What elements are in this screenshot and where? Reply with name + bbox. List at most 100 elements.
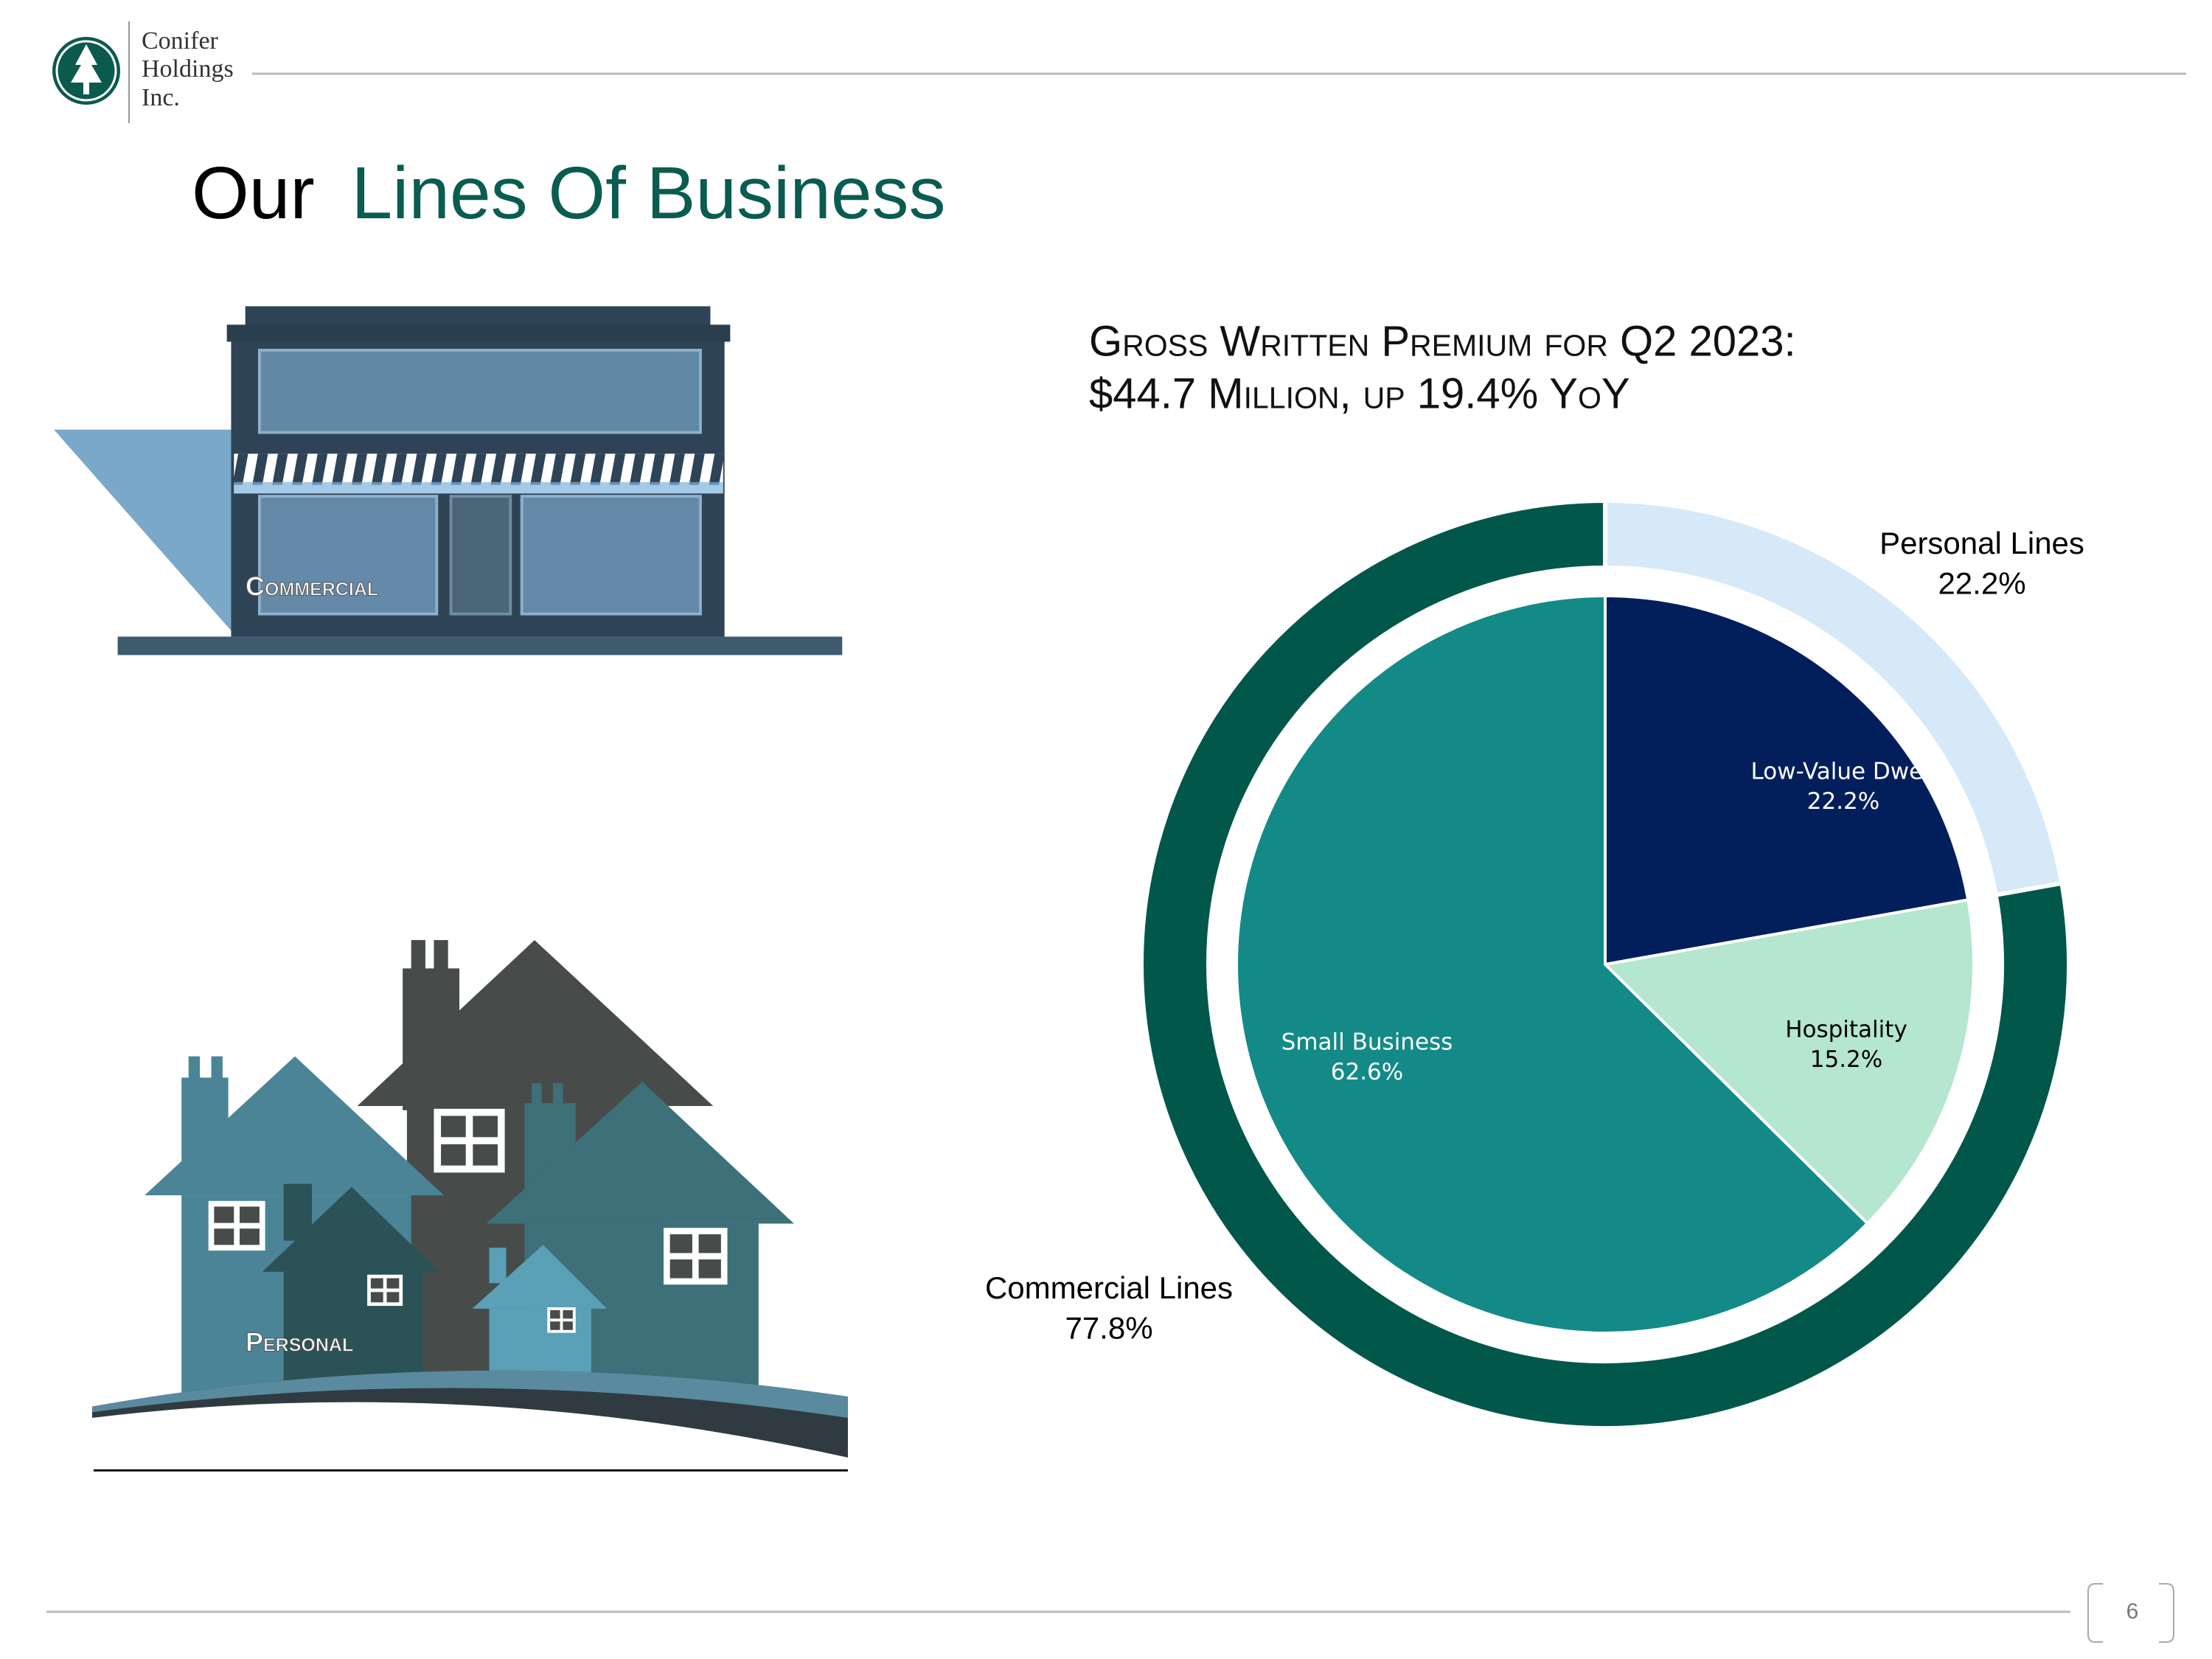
awning-stripe — [312, 453, 328, 485]
roof — [472, 1245, 608, 1309]
awning-stripe — [232, 453, 248, 485]
value-label: 22.2% — [1938, 566, 2025, 601]
awning-stripe — [331, 453, 348, 485]
slice-label: Personal Lines — [1879, 526, 2084, 560]
roof — [262, 1186, 440, 1272]
window-pane — [563, 1321, 573, 1330]
window-pane — [669, 1234, 692, 1253]
chimney — [489, 1248, 507, 1284]
chimney — [211, 1056, 223, 1082]
chart-title: $44.7 Million, up 19.4% YoY — [1089, 369, 1630, 417]
window-pane — [473, 1116, 498, 1138]
awning-stripe — [510, 453, 526, 485]
awning-stripe — [490, 453, 507, 485]
window-pane — [239, 1228, 260, 1245]
page-number: 6 — [2126, 1599, 2139, 1624]
slice-label: Small Business — [1281, 1029, 1453, 1056]
awning-stripe — [292, 453, 308, 485]
awning-stripe — [371, 453, 387, 485]
roof — [486, 1082, 794, 1224]
awning-stripes — [232, 453, 725, 485]
awning-stripe — [351, 453, 368, 485]
window-pane — [550, 1310, 560, 1319]
awning-stripe — [669, 453, 685, 485]
awning-stripe — [609, 453, 626, 485]
window-pane — [214, 1206, 234, 1223]
awning-stripe — [709, 453, 725, 485]
window-pane — [386, 1292, 400, 1303]
window-pane — [563, 1310, 573, 1319]
store-illustration — [54, 306, 843, 655]
awning-stripe — [252, 453, 268, 485]
awning-stripe — [649, 453, 665, 485]
window-pane — [386, 1278, 400, 1289]
ground-highlight — [91, 1370, 848, 1419]
window-pane — [698, 1234, 721, 1253]
awning-stripe — [431, 453, 447, 485]
awning-edge — [234, 481, 723, 494]
logo-text: Holdings — [142, 55, 234, 83]
awning-stripe — [530, 453, 546, 485]
awning-stripe — [589, 453, 606, 485]
slice-label: Hospitality — [1785, 1017, 1907, 1043]
chimney — [411, 939, 425, 972]
windows — [208, 1108, 728, 1333]
logo-text: Conifer — [142, 27, 219, 55]
pie-slice — [1604, 594, 1970, 967]
store-window — [257, 495, 439, 616]
awning-stripe — [470, 453, 487, 485]
logo: Conifer Holdings Inc. — [52, 21, 234, 123]
logo-text: Inc. — [142, 84, 180, 111]
value-label: 62.6% — [1331, 1059, 1403, 1085]
roof — [145, 1056, 444, 1196]
slice-label: Low-Value Dwell — [1751, 759, 1936, 785]
window-pane — [473, 1144, 498, 1166]
store-door — [449, 495, 512, 616]
value-label: 77.8% — [1065, 1311, 1152, 1346]
commercial-label: Commercial — [246, 571, 378, 602]
title-highlight: Lines Of Business — [352, 152, 946, 234]
awning-stripe — [451, 453, 467, 485]
value-label: 22.2% — [1807, 788, 1879, 815]
chimney — [188, 1056, 201, 1082]
chimney — [552, 1083, 563, 1106]
window-pane — [370, 1278, 383, 1289]
logo-ring — [55, 40, 117, 102]
pie-slice — [1235, 594, 1870, 1335]
chart-title: Gross Written Premium for Q2 2023: — [1089, 317, 1796, 365]
window-pane — [441, 1144, 466, 1166]
pie-slice — [1601, 898, 1975, 1226]
window-pane — [239, 1206, 260, 1223]
window-pane — [698, 1259, 721, 1279]
personal-label: Personal — [246, 1327, 353, 1357]
page-number-frame — [2087, 1583, 2174, 1643]
title-prefix: Our — [192, 152, 315, 234]
window-pane — [550, 1321, 560, 1330]
chimney — [532, 1083, 542, 1106]
store-window — [520, 495, 702, 616]
window-pane — [214, 1228, 234, 1245]
awning-stripe — [570, 453, 586, 485]
value-label: 15.2% — [1810, 1046, 1882, 1073]
houses-illustration — [91, 939, 848, 1472]
pie-chart: Personal Lines 22.2% Commercial Lines 77.8%… — [985, 498, 2084, 1430]
window-pane — [441, 1116, 466, 1138]
chimney — [434, 939, 448, 972]
awning-stripe — [411, 453, 427, 485]
awning-stripe — [391, 453, 407, 485]
window-pane — [669, 1259, 692, 1279]
window-pane — [370, 1292, 383, 1303]
store-shadow — [54, 429, 234, 634]
roof — [357, 939, 714, 1106]
slide-title: Our Lines Of Business — [192, 152, 945, 234]
store-base — [117, 636, 843, 655]
slice-label: Commercial Lines — [985, 1270, 1233, 1305]
store-sign — [257, 349, 702, 434]
awning-stripe — [629, 453, 645, 485]
logo-tree — [71, 44, 102, 94]
awning-stripe — [689, 453, 705, 485]
awning-stripe — [550, 453, 566, 485]
awning-stripe — [272, 453, 288, 485]
store-cornice — [226, 324, 731, 342]
